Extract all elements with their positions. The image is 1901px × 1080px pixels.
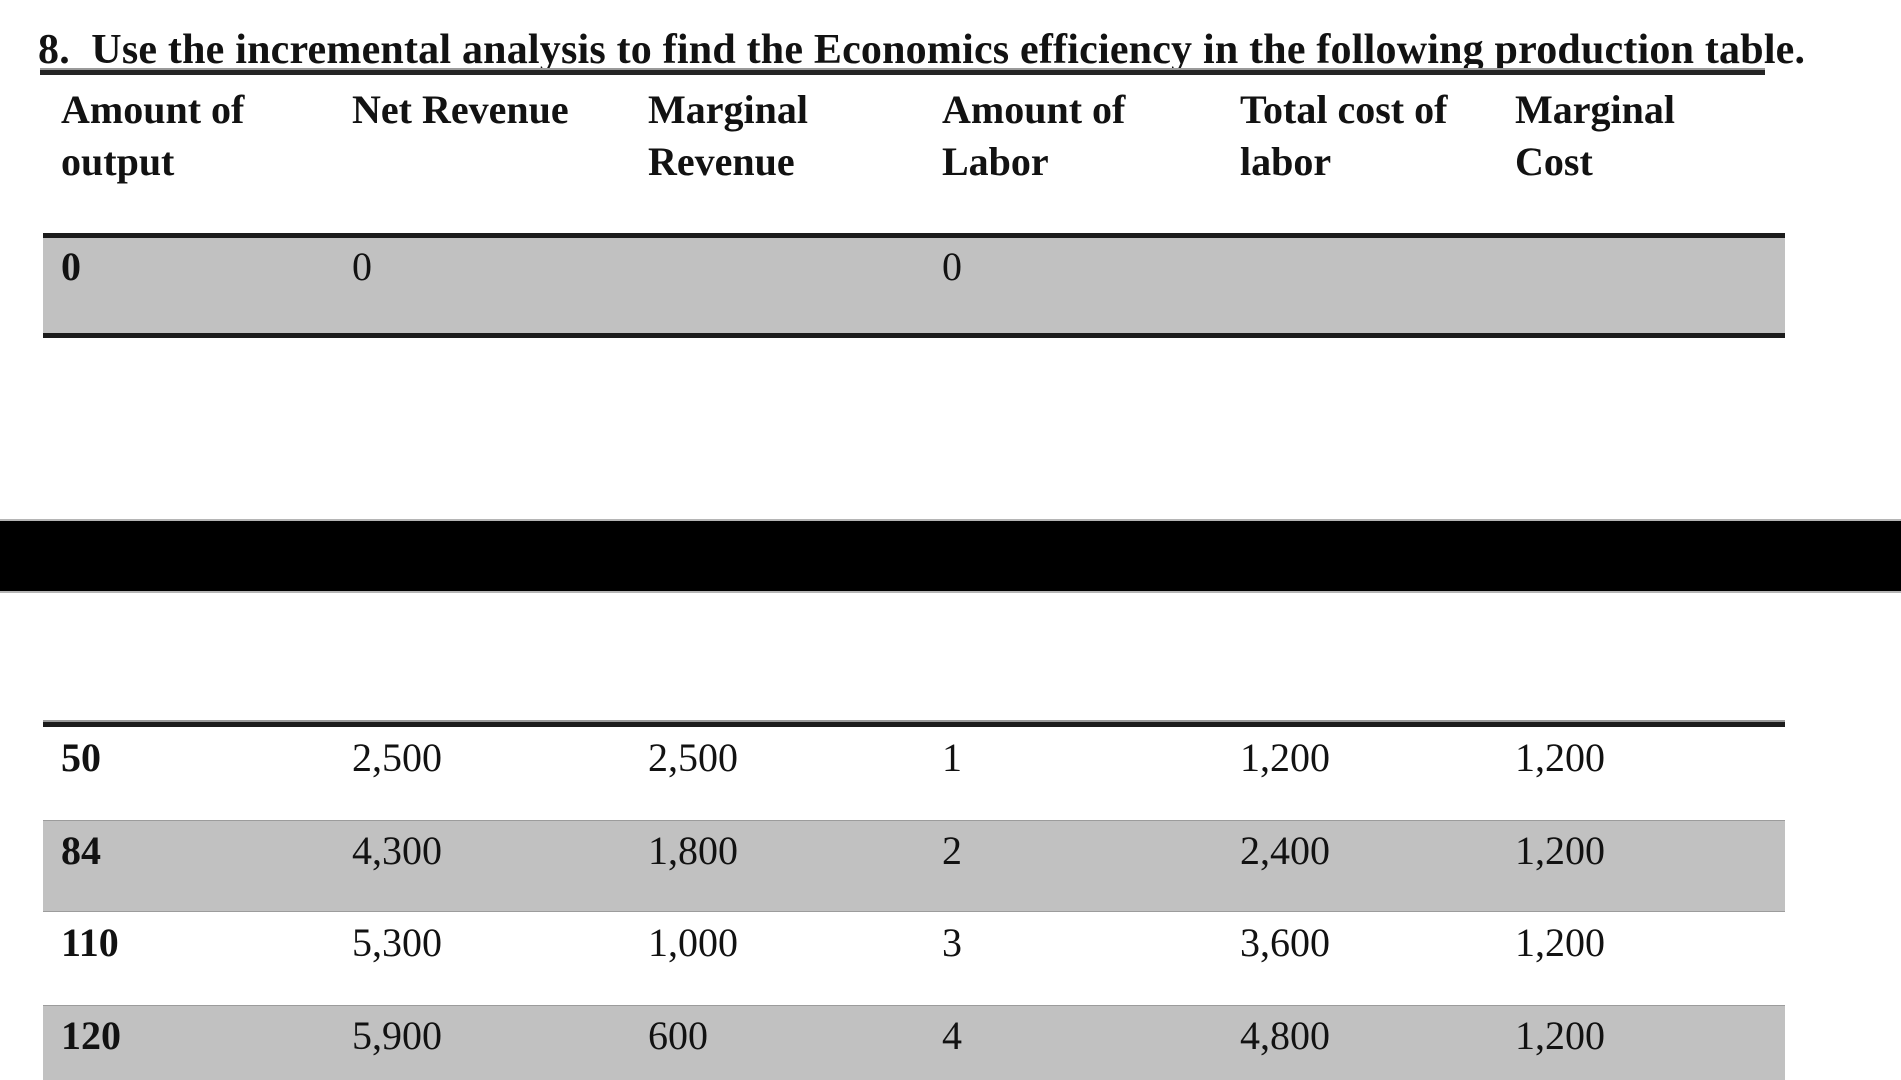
header-cell-total-cost-labor: Total cost of labor — [1240, 87, 1448, 184]
title-underline — [40, 70, 1765, 75]
table-cell-output: 0 — [61, 244, 81, 289]
table-cell-output: 110 — [61, 920, 119, 965]
table-cell-net-revenue: 2,500 — [352, 735, 442, 780]
table-cell-marginal-cost: 1,200 — [1515, 828, 1605, 873]
table-cell-output: 120 — [61, 1013, 121, 1058]
table-cell-amount-labor: 2 — [942, 828, 962, 873]
table-cell-output: 84 — [61, 828, 101, 873]
table-cell-net-revenue: 4,300 — [352, 828, 442, 873]
table-cell-marginal-revenue: 1,000 — [648, 920, 738, 965]
table-cell-output: 50 — [61, 735, 101, 780]
table-row-output-120: 120 5,900 600 4 4,800 1,200 — [43, 1005, 1785, 1080]
table-cell-amount-labor: 0 — [942, 244, 962, 289]
table-cell-total-cost — [1240, 244, 1515, 333]
table-section-top-border — [43, 722, 1785, 727]
table-cell-marginal-cost: 1,200 — [1515, 920, 1605, 965]
table-row-output-110: 110 5,300 1,000 3 3,600 1,200 — [43, 912, 1785, 1005]
table-cell-marginal-cost — [1515, 244, 1785, 333]
table-cell-net-revenue: 0 — [352, 244, 372, 289]
table-cell-total-cost: 2,400 — [1240, 828, 1330, 873]
table-row-output-0: 0 0 0 — [43, 233, 1785, 338]
table-cell-marginal-cost: 1,200 — [1515, 735, 1605, 780]
table-cell-net-revenue: 5,300 — [352, 920, 442, 965]
table-row-output-50: 50 2,500 2,500 1 1,200 1,200 — [43, 727, 1785, 820]
header-cell-marginal-cost: Marginal Cost — [1515, 87, 1675, 184]
table-cell-marginal-revenue: 2,500 — [648, 735, 738, 780]
table-row-output-84: 84 4,300 1,800 2 2,400 1,200 — [43, 820, 1785, 912]
table-cell-total-cost: 4,800 — [1240, 1013, 1330, 1058]
table-cell-marginal-revenue — [648, 244, 942, 333]
question-title: 8. Use the incremental analysis to find … — [38, 27, 1806, 73]
table-header-row: Amount of output Net Revenue Marginal Re… — [43, 84, 1785, 188]
table-cell-total-cost: 3,600 — [1240, 920, 1330, 965]
table-cell-total-cost: 1,200 — [1240, 735, 1330, 780]
header-cell-amount-of-labor: Amount of Labor — [942, 87, 1126, 184]
header-cell-net-revenue: Net Revenue — [352, 87, 569, 132]
table-cell-net-revenue: 5,900 — [352, 1013, 442, 1058]
table-cell-amount-labor: 1 — [942, 735, 962, 780]
table-cell-amount-labor: 3 — [942, 920, 962, 965]
header-cell-marginal-revenue: Marginal Revenue — [648, 87, 808, 184]
header-cell-amount-of-output: Amount of output — [61, 87, 245, 184]
table-cell-marginal-revenue: 1,800 — [648, 828, 738, 873]
table-cell-marginal-revenue: 600 — [648, 1013, 708, 1058]
redaction-bar — [0, 519, 1901, 593]
table-cell-amount-labor: 4 — [942, 1013, 962, 1058]
table-cell-marginal-cost: 1,200 — [1515, 1013, 1605, 1058]
